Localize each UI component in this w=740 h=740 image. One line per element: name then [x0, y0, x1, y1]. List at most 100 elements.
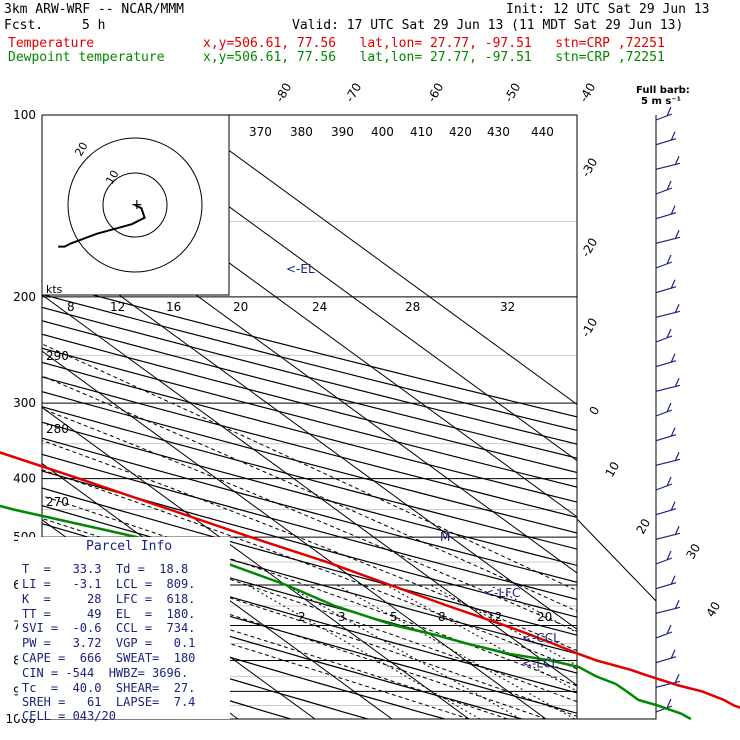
mixing-ratio-5	[336, 584, 575, 719]
wind-barb-0	[655, 106, 673, 121]
wind-barb-18	[655, 550, 673, 565]
annotation-ccl: <-CCL	[522, 631, 560, 645]
wind-barb-1	[655, 131, 677, 146]
wind-barb-13	[655, 427, 677, 442]
speed-label-16: 16	[166, 300, 181, 314]
hodograph-ring-label-20: 20	[72, 140, 90, 159]
lower-frame-extension	[576, 518, 657, 720]
dry-adiabat-350	[42, 437, 577, 583]
wind-barb-15	[655, 476, 673, 491]
parcel-info-title: Parcel Info	[86, 539, 173, 554]
theta-label-270: 270	[46, 495, 69, 509]
hodograph-ring-10	[102, 172, 168, 238]
hodograph-trace	[58, 204, 146, 248]
temp-label--10: -10	[578, 316, 600, 340]
plot-frame	[41, 114, 578, 720]
valid-time: Valid: 17 UTC Sat 29 Jun 13 (11 MDT Sat …	[292, 18, 684, 33]
wind-barb-19	[655, 575, 677, 590]
wind-barb-22	[655, 649, 677, 664]
dry-adiabat-410	[42, 347, 577, 488]
pressure-label-100: 100	[13, 108, 36, 122]
isotherm--20	[42, 462, 393, 719]
temp-label--50: -50	[501, 81, 523, 105]
theta-label-410: 410	[410, 125, 433, 139]
forecast-hour: 5 h	[82, 18, 106, 33]
temp-label--20: -20	[578, 236, 600, 260]
wind-barb-23	[655, 674, 681, 688]
dry-adiabat-430	[42, 320, 577, 459]
theta-label-440: 440	[531, 125, 554, 139]
isotherm-60	[180, 115, 577, 406]
isotherm--70	[0, 115, 7, 719]
parcel-row-cin: CIN = -544 HWBZ= 3696.	[22, 666, 189, 680]
wind-barb-8	[655, 304, 681, 318]
barb-legend-line2: 5 m s⁻¹	[641, 96, 681, 107]
theta-label-400: 400	[371, 125, 394, 139]
temperature-station-info: x,y=506.61, 77.56 lat,lon= 27.77, -97.51…	[203, 36, 665, 51]
mixing-ratio-label-20: 20	[537, 610, 552, 624]
wind-barb-5	[655, 230, 681, 244]
moist-adiabat-10	[42, 517, 577, 703]
temp-label-0: 0	[586, 404, 602, 418]
barb-legend-line1: Full barb:	[636, 85, 690, 96]
dry-adiabat-450	[42, 293, 577, 432]
wind-barbs	[655, 106, 681, 713]
temp-label-20: 20	[633, 516, 653, 536]
temp-label--40: -40	[576, 81, 598, 105]
theta-label-280: 280	[46, 422, 69, 436]
hodograph-ring-label-10: 10	[103, 168, 121, 187]
hodograph-ring-20	[67, 137, 203, 273]
dry-adiabat-460	[42, 280, 577, 418]
wind-barb-16	[655, 501, 677, 516]
wind-barb-11	[655, 378, 681, 392]
temp-label--70: -70	[342, 81, 364, 105]
mixing-ratio-label-5: 5	[390, 610, 398, 624]
dewpoint-station-info: x,y=506.61, 77.56 lat,lon= 27.77, -97.51…	[203, 50, 665, 65]
speed-label-8: 8	[67, 300, 75, 314]
mixing-ratio-label-2: 2	[298, 610, 306, 624]
dry-adiabat-440	[42, 306, 577, 445]
hodograph-center-mark: +	[131, 197, 143, 213]
parcel-row-k: K = 28 LFC = 618.	[22, 592, 196, 606]
mixing-ratio-label-8: 8	[438, 610, 446, 624]
wind-barb-6	[655, 254, 673, 269]
wind-barb-3	[655, 180, 673, 195]
forecast-label: Fcst.	[4, 18, 44, 33]
temp-label-40: 40	[703, 599, 723, 619]
speed-label-24: 24	[312, 300, 327, 314]
annotation-m: M	[440, 530, 450, 544]
parcel-row-tc: Tc = 40.0 SHEAR= 27.	[22, 681, 196, 695]
speed-label-32: 32	[500, 300, 515, 314]
wind-barb-17	[655, 526, 681, 540]
temperature-legend: Temperature	[8, 36, 95, 51]
wind-barb-10	[655, 353, 677, 368]
moist-adiabat-30	[42, 408, 577, 632]
speed-label-12: 12	[110, 300, 125, 314]
parcel-row-pw: PW = 3.72 VGP = 0.1	[22, 636, 196, 650]
theta-label-290: 290	[46, 349, 69, 363]
theta-label-420: 420	[449, 125, 472, 139]
wind-barb-20	[655, 600, 681, 614]
parcel-row-sreh: SREH = 61 LAPSE= 7.4	[22, 695, 196, 709]
moist-adiabat-40	[42, 343, 577, 592]
hodograph-unit-label: kts	[46, 283, 63, 296]
dry-adiabat-420	[42, 333, 577, 474]
parcel-row-t: T = 33.3 Td = 18.8	[22, 562, 189, 576]
wind-barb-9	[655, 328, 673, 343]
speed-label-28: 28	[405, 300, 420, 314]
wind-barb-4	[655, 205, 677, 220]
moist-adiabat-15	[42, 495, 577, 687]
temp-label-30: 30	[683, 541, 703, 561]
wind-barb-7	[655, 279, 677, 294]
parcel-level-annotations: <-EL <-LFC <-CCL <-LCL M	[286, 262, 560, 670]
theta-label-390: 390	[331, 125, 354, 139]
dry-adiabat-340	[42, 453, 577, 601]
parcel-row-cell: CELL = 043/20	[22, 709, 116, 723]
dry-adiabat-330	[42, 470, 577, 618]
isotherm--10	[42, 406, 470, 719]
temp-label--60: -60	[424, 81, 446, 105]
isotherm-20	[42, 238, 577, 630]
parcel-row-li: LI = -3.1 LCL = 809.	[22, 577, 196, 591]
annotation-el: <-EL	[286, 262, 315, 276]
mixing-ratio-lines	[247, 584, 577, 719]
